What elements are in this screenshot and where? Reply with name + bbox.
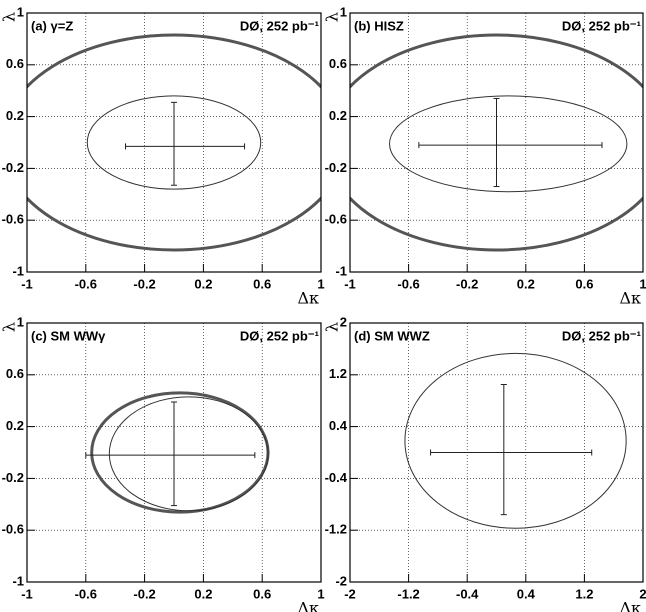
x-tick-label: -1: [21, 276, 33, 291]
panel-title: (b) HISZ: [354, 18, 404, 33]
x-tick-label: -0.2: [456, 276, 478, 291]
panel-label: DØ, 252 pb⁻¹: [562, 18, 641, 33]
x-tick-label: -2: [344, 586, 356, 601]
y-tick-label: -1: [12, 263, 24, 278]
x-tick-label: -0.2: [133, 276, 155, 291]
y-tick-label: -1: [335, 263, 347, 278]
x-tick-label: 2: [639, 586, 646, 601]
x-tick-label: 0.6: [253, 586, 271, 601]
y-tick-label: 1: [340, 4, 347, 19]
y-axis-label: λ: [323, 322, 342, 332]
x-tick-label: 1: [639, 276, 646, 291]
panel-label: DØ, 252 pb⁻¹: [240, 18, 319, 33]
y-axis-label: λ: [0, 322, 19, 332]
y-tick-label: 2: [340, 314, 347, 329]
plot-frame: [349, 322, 644, 583]
y-tick-label: -0.4: [325, 470, 348, 485]
x-tick-label: -0.6: [397, 276, 419, 291]
y-tick-label: -1: [12, 573, 24, 588]
y-tick-label: 0.2: [6, 108, 24, 123]
x-tick-label: 0.4: [517, 586, 536, 601]
x-tick-label: 0.6: [575, 276, 593, 291]
x-tick-label: -0.6: [75, 586, 97, 601]
y-tick-label: 0.6: [329, 56, 347, 71]
x-tick-label: 0.2: [517, 276, 535, 291]
contour-ellipse: [389, 95, 628, 193]
contour-ellipse: [86, 95, 262, 190]
x-axis-label: Δκ: [297, 599, 319, 612]
x-axis-label: Δκ: [297, 289, 319, 308]
y-tick-label: -1.2: [325, 522, 347, 537]
y-tick-label: 1: [17, 4, 24, 19]
x-tick-label: 1: [317, 276, 324, 291]
x-tick-label: 0.2: [194, 276, 212, 291]
y-tick-label: -0.2: [325, 160, 347, 175]
x-tick-label: 0.6: [253, 276, 271, 291]
contour-ellipse: [404, 352, 627, 529]
y-tick-label: -0.6: [325, 212, 347, 227]
x-tick-label: -1.2: [397, 586, 419, 601]
y-tick-label: 1: [17, 314, 24, 329]
y-tick-label: 0.6: [6, 366, 24, 381]
x-tick-label: -0.6: [75, 276, 97, 291]
y-tick-label: -2: [335, 573, 347, 588]
x-tick-label: -0.4: [456, 586, 479, 601]
contour-ellipse: [108, 396, 269, 512]
x-axis-label: Δκ: [619, 599, 641, 612]
contour-ellipse: [350, 33, 643, 252]
panel-label: DØ, 252 pb⁻¹: [562, 328, 641, 343]
plot-frame: [26, 12, 322, 273]
panel-title: (d) SM WWZ: [354, 328, 430, 343]
x-tick-label: -0.2: [133, 586, 155, 601]
x-tick-label: 1: [317, 586, 324, 601]
panel-title: (c) SM WWγ: [31, 328, 106, 343]
plot-frame: [26, 322, 322, 583]
y-tick-label: 0.2: [329, 108, 347, 123]
y-tick-label: 0.4: [329, 418, 348, 433]
x-tick-label: 0.2: [194, 586, 212, 601]
contour-ellipse: [27, 33, 321, 252]
y-tick-label: 0.2: [6, 418, 24, 433]
y-axis-label: λ: [0, 12, 19, 22]
x-tick-label: -1: [21, 586, 33, 601]
y-tick-label: 0.6: [6, 56, 24, 71]
panel-title: (a) γ=Z: [31, 18, 73, 33]
x-axis-label: Δκ: [619, 289, 641, 308]
y-tick-label: -0.6: [2, 522, 24, 537]
y-tick-label: -0.6: [2, 212, 24, 227]
x-tick-label: -1: [344, 276, 356, 291]
y-axis-label: λ: [323, 12, 342, 22]
panel-label: DØ, 252 pb⁻¹: [240, 328, 319, 343]
y-tick-label: -0.2: [2, 470, 24, 485]
x-tick-label: 1.2: [575, 586, 593, 601]
y-tick-label: -0.2: [2, 160, 24, 175]
plot-frame: [349, 12, 644, 273]
y-tick-label: 1.2: [329, 366, 347, 381]
